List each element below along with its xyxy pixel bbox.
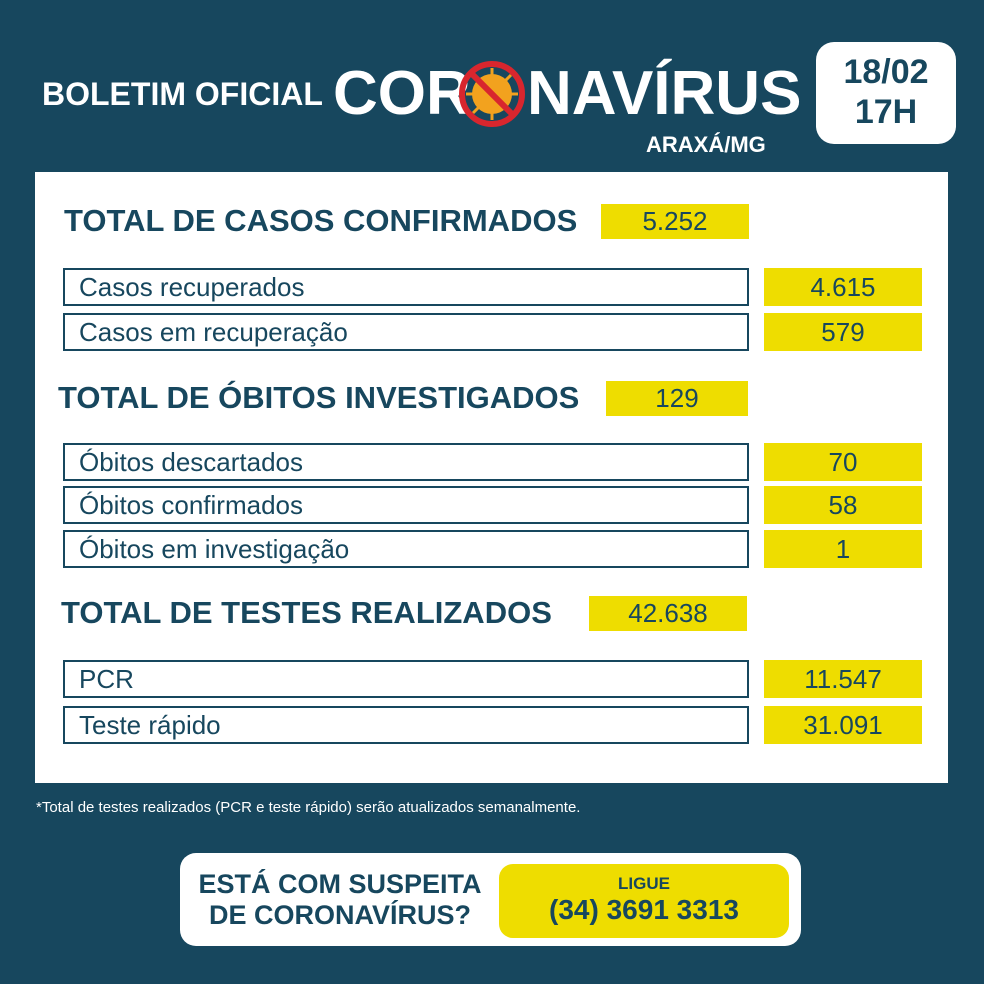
cta-line: ESTÁ COM SUSPEITA bbox=[198, 869, 482, 899]
section-title: TOTAL DE CASOS CONFIRMADOS bbox=[64, 203, 578, 238]
row-label: Casos em recuperação bbox=[63, 313, 749, 351]
header-prefix: BOLETIM OFICIAL bbox=[42, 76, 323, 112]
section-total: 129 bbox=[606, 381, 748, 416]
row-label: Casos recuperados bbox=[63, 268, 749, 306]
row-label: Óbitos descartados bbox=[63, 443, 749, 481]
footnote: *Total de testes realizados (PCR e teste… bbox=[36, 799, 581, 816]
phone: (34) 3691 3313 bbox=[549, 894, 739, 925]
cta-box: ESTÁ COM SUSPEITA DE CORONAVÍRUS? LIGUE … bbox=[180, 853, 801, 946]
row-value: 31.091 bbox=[764, 706, 922, 744]
row-value: 4.615 bbox=[764, 268, 922, 306]
row-label: Óbitos confirmados bbox=[63, 486, 749, 524]
title-end: NAVÍRUS bbox=[527, 59, 802, 128]
row-value: 579 bbox=[764, 313, 922, 351]
section-title: TOTAL DE TESTES REALIZADOS bbox=[61, 595, 552, 630]
row-value: 70 bbox=[764, 443, 922, 481]
section-title: TOTAL DE ÓBITOS INVESTIGADOS bbox=[58, 380, 580, 415]
row-value: 1 bbox=[764, 530, 922, 568]
cta-question: ESTÁ COM SUSPEITA DE CORONAVÍRUS? bbox=[180, 869, 500, 931]
row-label: Teste rápido bbox=[63, 706, 749, 744]
title-start: COR bbox=[333, 59, 471, 128]
virus-icon bbox=[459, 61, 525, 127]
phone-box: LIGUE (34) 3691 3313 bbox=[499, 864, 789, 938]
time: 17H bbox=[854, 93, 918, 131]
row-label: PCR bbox=[63, 660, 749, 698]
date: 18/02 bbox=[843, 53, 929, 91]
call-label: LIGUE bbox=[618, 874, 670, 893]
date-box: 18/02 17H bbox=[816, 42, 956, 144]
row-label: Óbitos em investigação bbox=[63, 530, 749, 568]
section-total: 42.638 bbox=[589, 596, 747, 631]
row-value: 11.547 bbox=[764, 660, 922, 698]
row-value: 58 bbox=[764, 486, 922, 524]
section-total: 5.252 bbox=[601, 204, 749, 239]
panel: TOTAL DE CASOS CONFIRMADOS 5.252 Casos rec… bbox=[35, 172, 948, 783]
location: ARAXÁ/MG bbox=[646, 132, 766, 157]
cta-line: DE CORONAVÍRUS? bbox=[208, 900, 471, 930]
